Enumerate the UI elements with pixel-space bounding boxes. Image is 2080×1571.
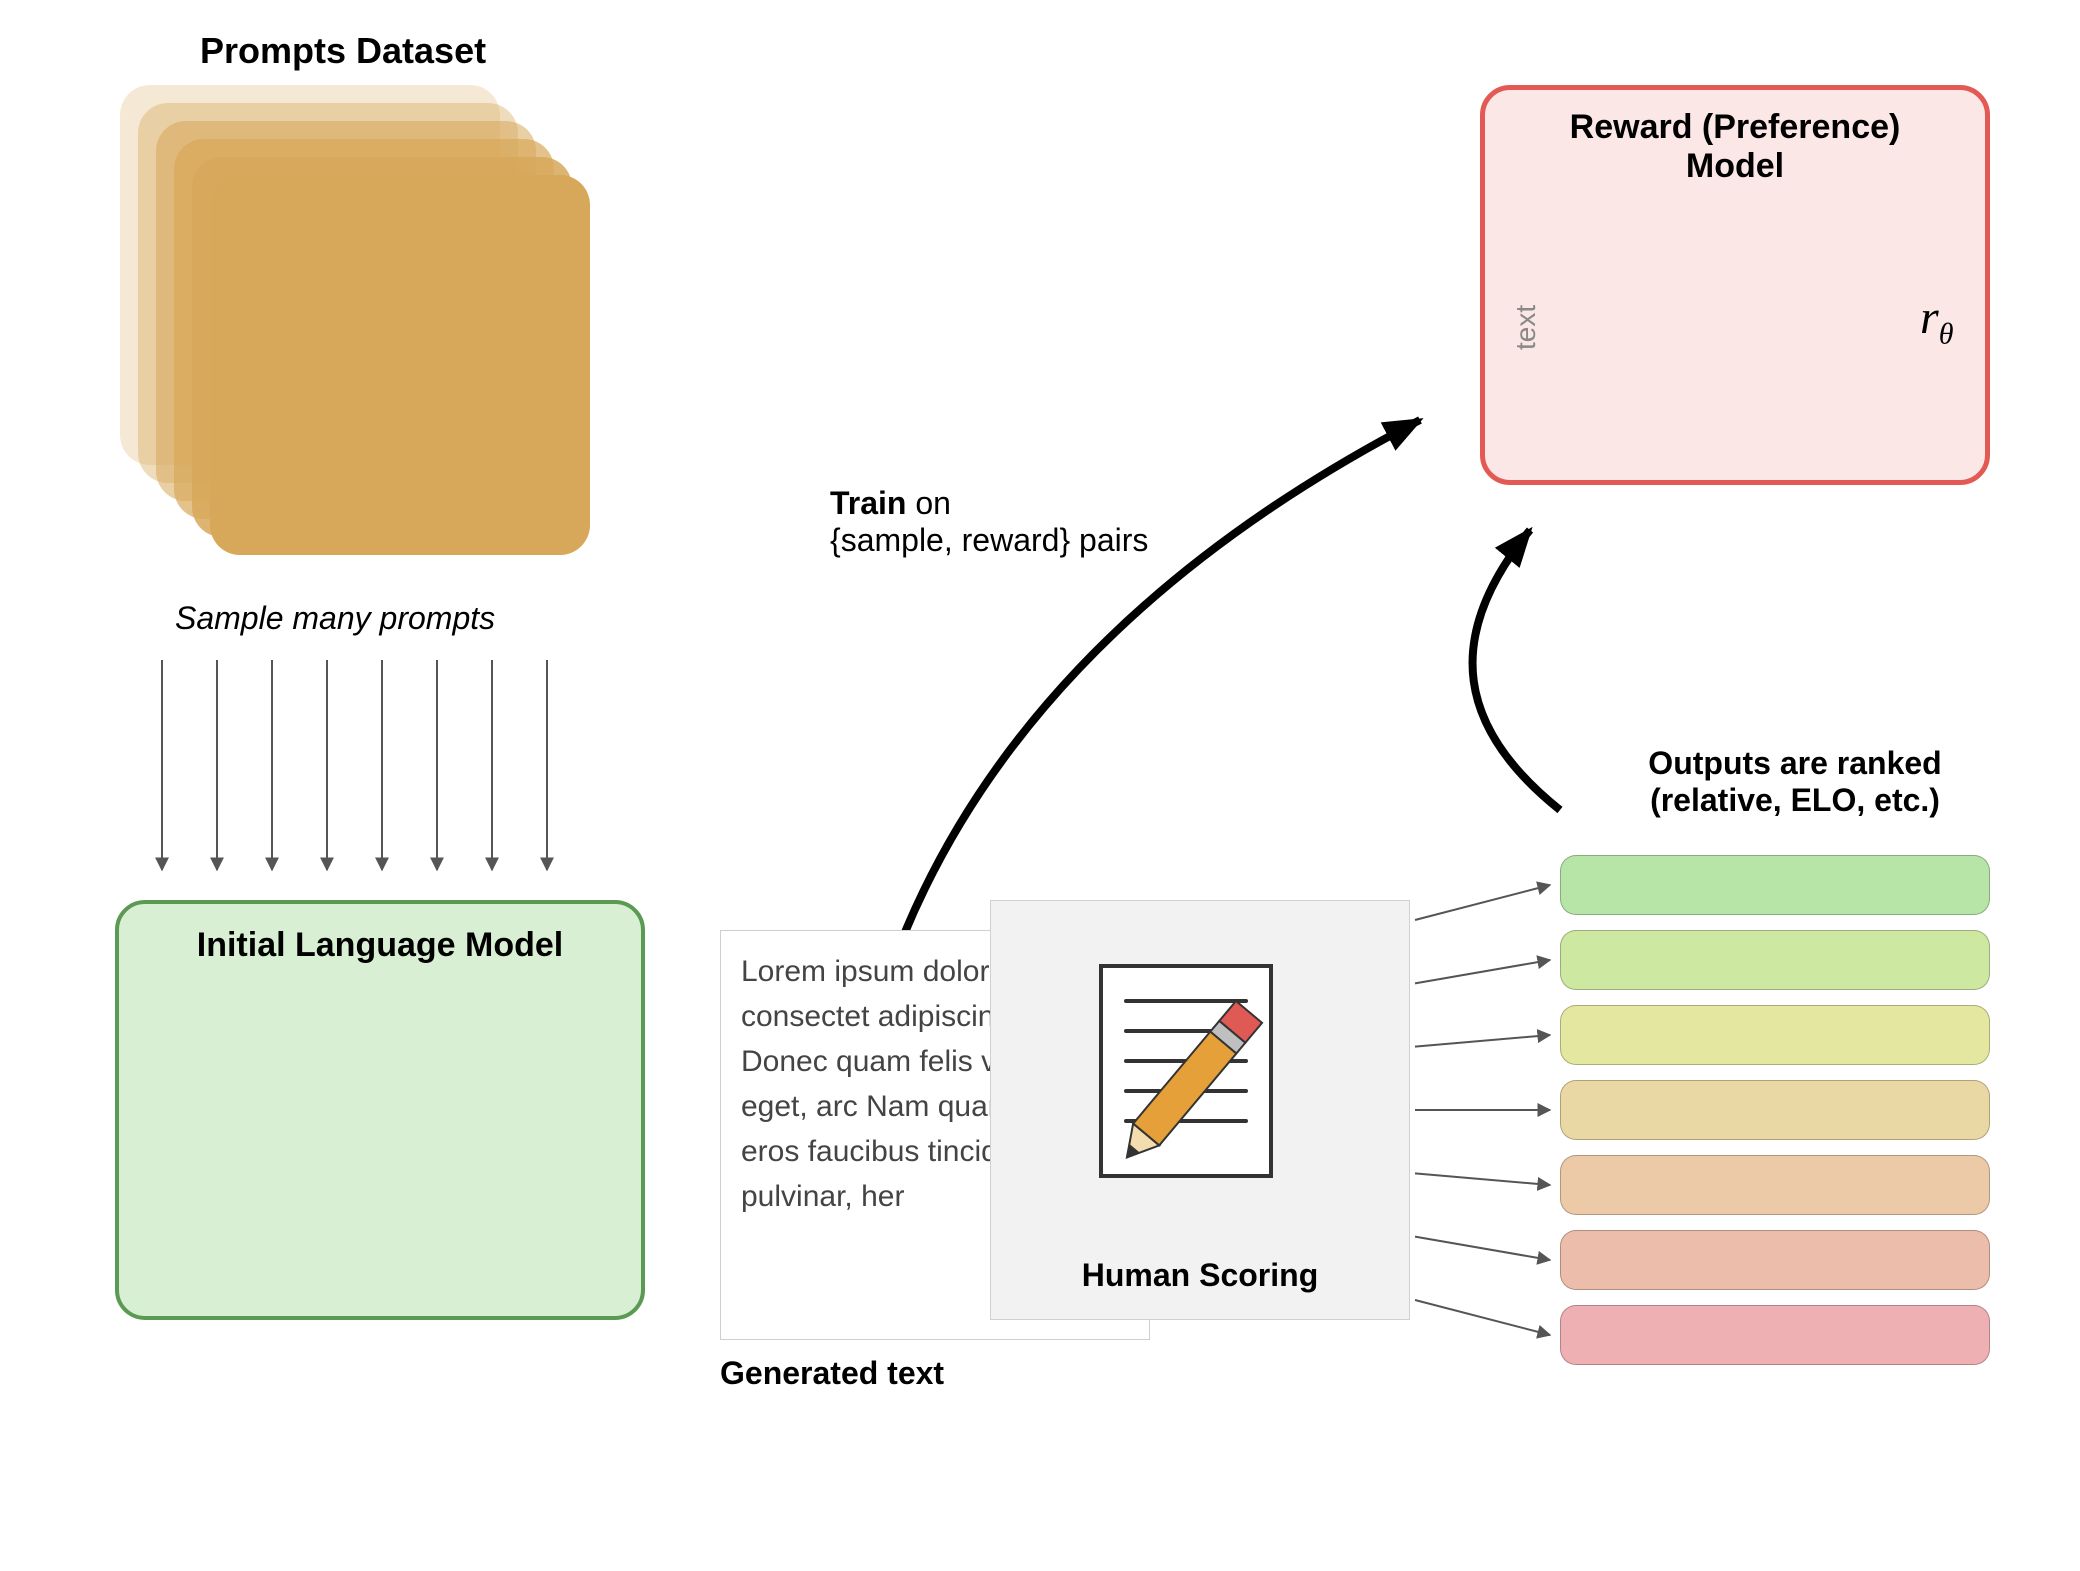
ranked-title-l2: (relative, ELO, etc.) xyxy=(1650,782,1940,818)
sample-prompts-label: Sample many prompts xyxy=(175,600,495,637)
reward-output-theta: θ xyxy=(1939,318,1954,351)
sample-arrows xyxy=(162,660,547,870)
ranked-outputs-title: Outputs are ranked (relative, ELO, etc.) xyxy=(1580,745,2010,819)
ranked-output-bar xyxy=(1560,930,1990,990)
ranked-title-l1: Outputs are ranked xyxy=(1648,745,1941,781)
ranked-output-bar xyxy=(1560,1155,1990,1215)
prompts-dataset-card xyxy=(210,175,590,555)
reward-model-title: Reward (Preference) Model xyxy=(1485,108,1985,186)
ranked-output-bar xyxy=(1560,1230,1990,1290)
ranked-output-bar xyxy=(1560,1305,1990,1365)
reward-model-text-label: text xyxy=(1510,305,1542,350)
ranked-output-bar xyxy=(1560,1080,1990,1140)
reward-model-title-l1: Reward (Preference) xyxy=(1570,108,1901,146)
reward-output-r: r xyxy=(1920,291,1939,344)
human-scoring-box: Human Scoring xyxy=(990,900,1410,1320)
train-label: Train on {sample, reward} pairs xyxy=(830,485,1148,559)
ranking-arrows xyxy=(1415,885,1550,1335)
train-label-rest: on xyxy=(906,485,950,521)
initial-language-model-panel: Initial Language Model xyxy=(115,900,645,1320)
generated-text-label: Generated text xyxy=(720,1355,944,1392)
human-scoring-label: Human Scoring xyxy=(991,1257,1409,1294)
document-pencil-icon xyxy=(1071,946,1331,1206)
ranked-output-bar xyxy=(1560,1005,1990,1065)
prompts-dataset-title: Prompts Dataset xyxy=(200,30,486,72)
train-label-bold: Train xyxy=(830,485,906,521)
train-label-line2: {sample, reward} pairs xyxy=(830,522,1148,558)
reward-model-panel: Reward (Preference) Model xyxy=(1480,85,1990,485)
ranking-to-reward-arrow xyxy=(1473,530,1560,810)
reward-model-output-symbol: rθ xyxy=(1920,290,1953,352)
ranked-output-bar xyxy=(1560,855,1990,915)
reward-model-title-l2: Model xyxy=(1686,147,1784,185)
initial-language-model-title: Initial Language Model xyxy=(119,926,641,965)
